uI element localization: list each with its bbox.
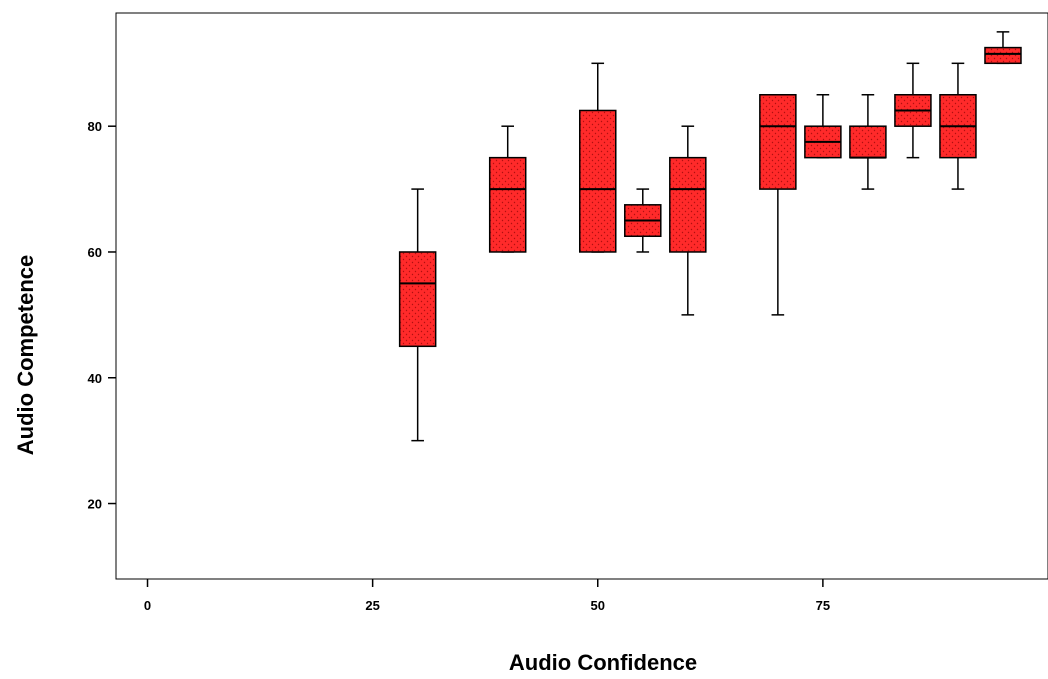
box-plot-item [984,31,1022,65]
iqr-box [578,109,617,253]
plot-frame [115,12,1048,580]
box-plot-item [488,125,527,253]
iqr-box [849,125,887,159]
iqr-box [488,156,527,253]
box-plot-item [894,62,932,159]
y-tick-label: 80 [88,119,102,134]
box-plot-item [804,94,842,159]
x-tick-label: 25 [365,598,379,613]
x-tick-label: 0 [144,598,151,613]
y-tick-label: 60 [88,245,102,260]
box-plot-item [669,125,707,316]
box-plot-item [578,62,617,253]
iqr-box [669,156,707,253]
y-axis-label: Audio Competence [13,255,38,455]
box-plot-item [939,62,977,190]
y-tick-label: 20 [88,497,102,512]
x-tick-label: 50 [591,598,605,613]
box-plot-item [759,94,797,316]
box-series [398,31,1022,442]
box-plot-item [624,188,662,253]
box-plot-item [849,94,887,190]
x-axis-label: Audio Confidence [509,650,697,674]
iqr-box [984,46,1022,65]
y-axis: 20 40 60 80 [88,119,116,512]
iqr-box [759,94,797,190]
iqr-box [398,251,437,348]
y-tick-label: 40 [88,371,102,386]
x-axis: 0 25 50 75 [144,579,830,613]
box-plot-item [398,188,437,442]
x-tick-label: 75 [816,598,830,613]
